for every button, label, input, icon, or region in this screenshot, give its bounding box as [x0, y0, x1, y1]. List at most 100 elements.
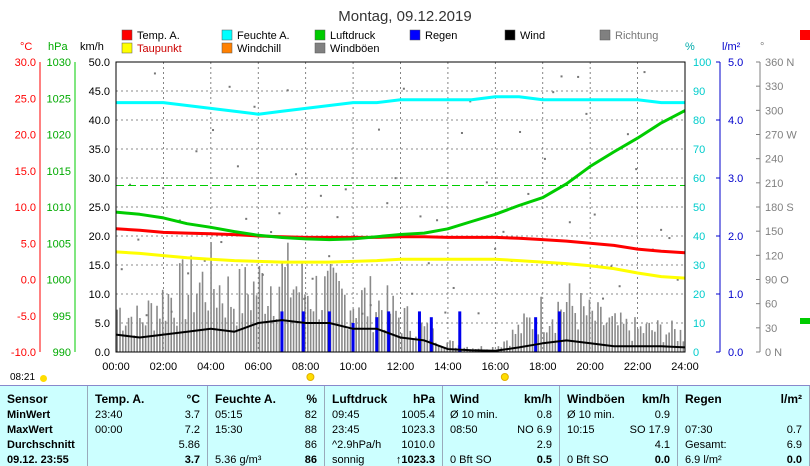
direction-dot: [668, 237, 671, 240]
rain-bar-4: [375, 317, 379, 352]
humidity-tick-7: 30: [693, 260, 705, 272]
direction-dot: [236, 165, 239, 168]
cell-note-3-5: 6.9 l/m²: [685, 454, 722, 466]
cell-value-0-0: 3.7: [184, 409, 200, 421]
rain-bar-7: [429, 317, 433, 352]
humidity-tick-10: 0: [693, 347, 699, 359]
pressure-tick-6: 1000: [47, 275, 71, 287]
humidity-tick-8: 20: [693, 289, 705, 301]
rain-bar-0: [280, 311, 284, 352]
direction-dot: [120, 268, 123, 271]
cell-value-1-2: 1023.3: [401, 424, 435, 436]
cell-value-3-1: 86: [304, 454, 317, 466]
legend-label-7: Windchill: [237, 43, 281, 55]
wind-tick-2: 40.0: [89, 115, 110, 127]
legend-label-6: Taupunkt: [137, 43, 182, 55]
direction-dot: [419, 215, 422, 218]
x-tick-11: 22:00: [624, 361, 652, 373]
cell-value-1-1: 88: [304, 424, 317, 436]
axis-unit-labels: °C hPa km/h% l/m² °: [20, 41, 764, 53]
direction-dot: [369, 304, 372, 307]
cell-note-1-1: 15:30: [215, 424, 243, 436]
table-column-4: [443, 386, 560, 466]
legend-swatch-3: [409, 29, 421, 41]
legend-label-2: Luftdruck: [330, 30, 376, 42]
rain-bars: [280, 311, 561, 352]
direction-dot: [328, 255, 331, 258]
column-header-5: Windböen: [567, 392, 625, 406]
direction-tick-11: 30: [765, 323, 777, 335]
humidity-tick-1: 90: [693, 86, 705, 98]
direction-dot: [519, 130, 522, 133]
cell-value-3-4: 0.0: [654, 454, 670, 466]
humidity-tick-2: 80: [693, 115, 705, 127]
column-header-1: Temp. A.: [95, 392, 145, 406]
column-unit-5: km/h: [641, 392, 670, 406]
cell-note-0-2: 09:45: [332, 409, 360, 421]
direction-dot: [610, 265, 613, 268]
row-label-1: MaxWert: [7, 424, 53, 436]
gust-bars: [116, 242, 685, 352]
chart-title: Montag, 09.12.2019: [338, 8, 471, 25]
wind-tick-3: 35.0: [89, 144, 110, 156]
direction-tick-3: 270 W: [765, 130, 797, 142]
series-line-feuchtea: [116, 95, 685, 116]
row-label-2: Durchschnitt: [7, 439, 75, 451]
sun-marker-1: [500, 373, 509, 381]
legend-swatch-8: [314, 42, 326, 54]
humidity-tick-0: 100: [693, 57, 711, 69]
column-unit-1: °C: [186, 392, 200, 406]
direction-dot: [660, 228, 663, 231]
direction-dot: [568, 221, 571, 224]
direction-dot: [253, 105, 256, 108]
direction-dot: [469, 100, 472, 103]
direction-dot: [129, 183, 132, 186]
column-unit-2: %: [306, 392, 317, 406]
legend-swatch-0: [121, 29, 133, 41]
direction-dot: [220, 241, 223, 244]
cell-value-0-4: 0.9: [654, 409, 670, 421]
table-column-2: [208, 386, 325, 466]
sunrise-time: 08:21: [10, 372, 36, 383]
direction-dot: [261, 273, 264, 276]
column-header-0: Sensor: [7, 392, 48, 406]
direction-tick-8: 120: [765, 250, 783, 262]
temp-tick-6: 0.0: [21, 275, 36, 287]
direction-dot: [402, 87, 405, 90]
x-tick-3: 06:00: [244, 361, 272, 373]
cell-value-0-1: 82: [304, 409, 317, 421]
cell-value-1-5: 0.7: [786, 424, 802, 436]
humidity-tick-5: 50: [693, 202, 705, 214]
legend-label-5: Richtung: [615, 30, 658, 42]
x-tick-8: 16:00: [482, 361, 510, 373]
pressure-tick-4: 1010: [47, 202, 71, 214]
legend-swatch-4: [504, 29, 516, 41]
direction-dot: [502, 230, 505, 233]
wind-tick-7: 15.0: [89, 260, 110, 272]
pressure-unit-label: hPa: [48, 41, 68, 53]
wind-tick-0: 50.0: [89, 57, 110, 69]
cell-value-1-3: NO 6.9: [517, 424, 552, 436]
direction-dot: [270, 231, 273, 234]
rain-bar-8: [458, 311, 462, 352]
direction-dot: [319, 194, 322, 197]
series-line-tempa: [115, 227, 686, 255]
wind-unit-label: km/h: [80, 41, 104, 53]
series-line-luftdruck: [115, 109, 686, 242]
humidity-unit-label: %: [685, 41, 695, 53]
column-header-6: Regen: [685, 392, 722, 406]
cell-value-2-1: 86: [304, 439, 317, 451]
x-tick-6: 12:00: [387, 361, 415, 373]
table-column-5: [560, 386, 678, 466]
legend-swatch-1: [221, 29, 233, 41]
legend: Temp. A. Feuchte A. Luftdruck Regen Wind Rich…: [121, 29, 658, 55]
direction-dot: [577, 75, 580, 78]
temp-tick-8: -10.0: [11, 347, 36, 359]
wind-tick-4: 30.0: [89, 173, 110, 185]
direction-dot: [336, 216, 339, 219]
rain-unit-label: l/m²: [722, 41, 741, 53]
row-label-0: MinWert: [7, 409, 51, 421]
wind-tick-8: 10.0: [89, 289, 110, 301]
direction-dot: [602, 297, 605, 300]
direction-tick-5: 210: [765, 178, 783, 190]
